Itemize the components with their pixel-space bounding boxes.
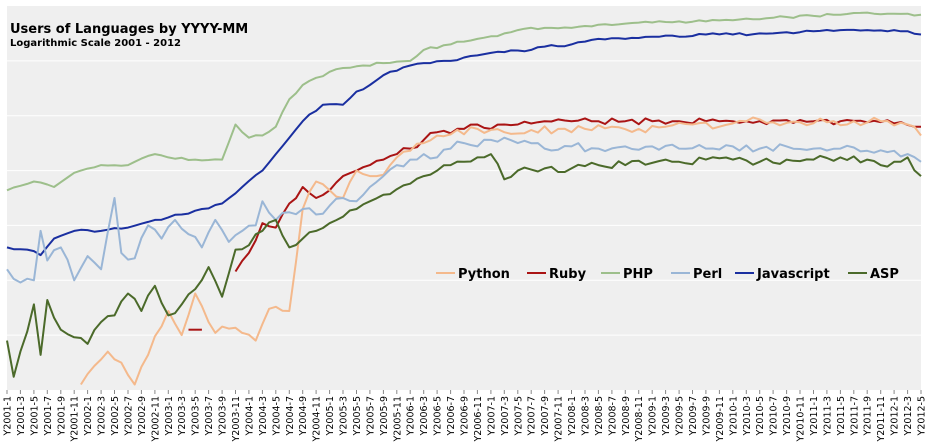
x-tick-label: Y2002-1 [83,396,94,436]
x-tick-label: Y2004-1 [244,396,255,436]
x-tick-label: Y2009-9 [701,396,712,436]
x-tick-label: Y2007-1 [486,396,497,436]
x-tick-label: Y2001-9 [56,396,67,436]
x-tick-label: Y2006-11 [473,396,484,443]
x-tick-label: Y2009-11 [715,396,726,443]
x-tick-label: Y2005-3 [339,396,350,436]
x-tick-label: Y2001-7 [43,396,54,436]
x-tick-label: Y2003-7 [204,396,215,436]
chart-title: Users of Languages by YYYY-MM [10,22,248,37]
x-tick-label: Y2004-9 [298,396,309,436]
x-tick-label: Y2002-11 [150,396,161,443]
x-tick-label: Y2004-7 [285,396,296,436]
x-tick-label: Y2007-7 [527,396,538,436]
x-tick-label: Y2009-5 [675,396,686,436]
x-tick-label: Y2004-11 [312,396,323,443]
x-tick-label: Y2005-9 [379,396,390,436]
x-tick-label: Y2008-9 [621,396,632,436]
legend-label-php: PHP [623,267,653,282]
x-tick-label: Y2003-9 [218,396,229,436]
x-tick-label: Y2004-3 [258,396,269,436]
legend-label-perl: Perl [693,267,722,282]
x-tick-label: Y2006-9 [460,396,471,436]
x-tick-label: Y2005-5 [352,396,363,436]
x-tick-label: Y2011-7 [849,396,860,436]
x-tick-label: Y2002-7 [124,396,135,436]
legend-label-asp: ASP [870,267,899,282]
x-tick-label: Y2002-3 [97,396,108,436]
x-tick-label: Y2011-9 [863,396,874,436]
x-tick-label: Y2005-1 [325,396,336,436]
x-tick-label: Y2005-11 [392,396,403,443]
x-tick-label: Y2003-11 [231,396,242,443]
x-tick-label: Y2010-5 [755,396,766,436]
x-tick-label: Y2006-3 [419,396,430,436]
x-tick-label: Y2010-11 [796,396,807,443]
x-tick-label: Y2006-7 [446,396,457,436]
x-tick-label: Y2009-3 [661,396,672,436]
x-tick-label: Y2008-3 [581,396,592,436]
x-tick-label: Y2004-5 [271,396,282,436]
x-tick-label: Y2008-5 [594,396,605,436]
x-tick-label: Y2002-5 [110,396,121,436]
x-tick-label: Y2011-5 [836,396,847,436]
legend-label-javascript: Javascript [756,267,830,282]
x-tick-label: Y2006-1 [406,396,417,436]
x-tick-label: Y2003-3 [177,396,188,436]
x-tick-label: Y2011-3 [822,396,833,436]
x-tick-label: Y2008-1 [567,396,578,436]
x-tick-label: Y2005-7 [365,396,376,436]
x-tick-label: Y2010-7 [769,396,780,436]
x-tick-label: Y2006-5 [433,396,444,436]
x-tick-label: Y2009-1 [648,396,659,436]
x-tick-label: Y2010-3 [742,396,753,436]
x-tick-label: Y2008-11 [634,396,645,443]
chart-subtitle: Logarithmic Scale 2001 - 2012 [10,38,181,49]
x-tick-label: Y2007-11 [554,396,565,443]
x-tick-label: Y2009-7 [688,396,699,436]
x-tick-label: Y2001-5 [29,396,40,436]
x-tick-label: Y2003-5 [191,396,202,436]
x-tick-label: Y2007-9 [540,396,551,436]
x-tick-label: Y2001-11 [70,396,81,443]
x-tick-label: Y2008-7 [607,396,618,436]
x-tick-label: Y2007-3 [500,396,511,436]
x-tick-label: Y2011-1 [809,396,820,436]
x-tick-label: Y2003-1 [164,396,175,436]
x-tick-label: Y2010-1 [728,396,739,436]
x-tick-label: Y2001-3 [16,396,27,436]
x-tick-label: Y2010-9 [782,396,793,436]
x-tick-label: Y2001-1 [3,396,14,436]
legend-label-python: Python [458,267,510,282]
x-tick-label: Y2012-3 [903,396,914,436]
x-tick-label: Y2011-11 [876,396,887,443]
x-tick-label: Y2002-9 [137,396,148,436]
x-tick-label: Y2007-5 [513,396,524,436]
plot-area [7,6,921,390]
legend-label-ruby: Ruby [549,267,587,282]
x-tick-label: Y2012-1 [890,396,901,436]
x-tick-label: Y2012-5 [917,396,926,436]
